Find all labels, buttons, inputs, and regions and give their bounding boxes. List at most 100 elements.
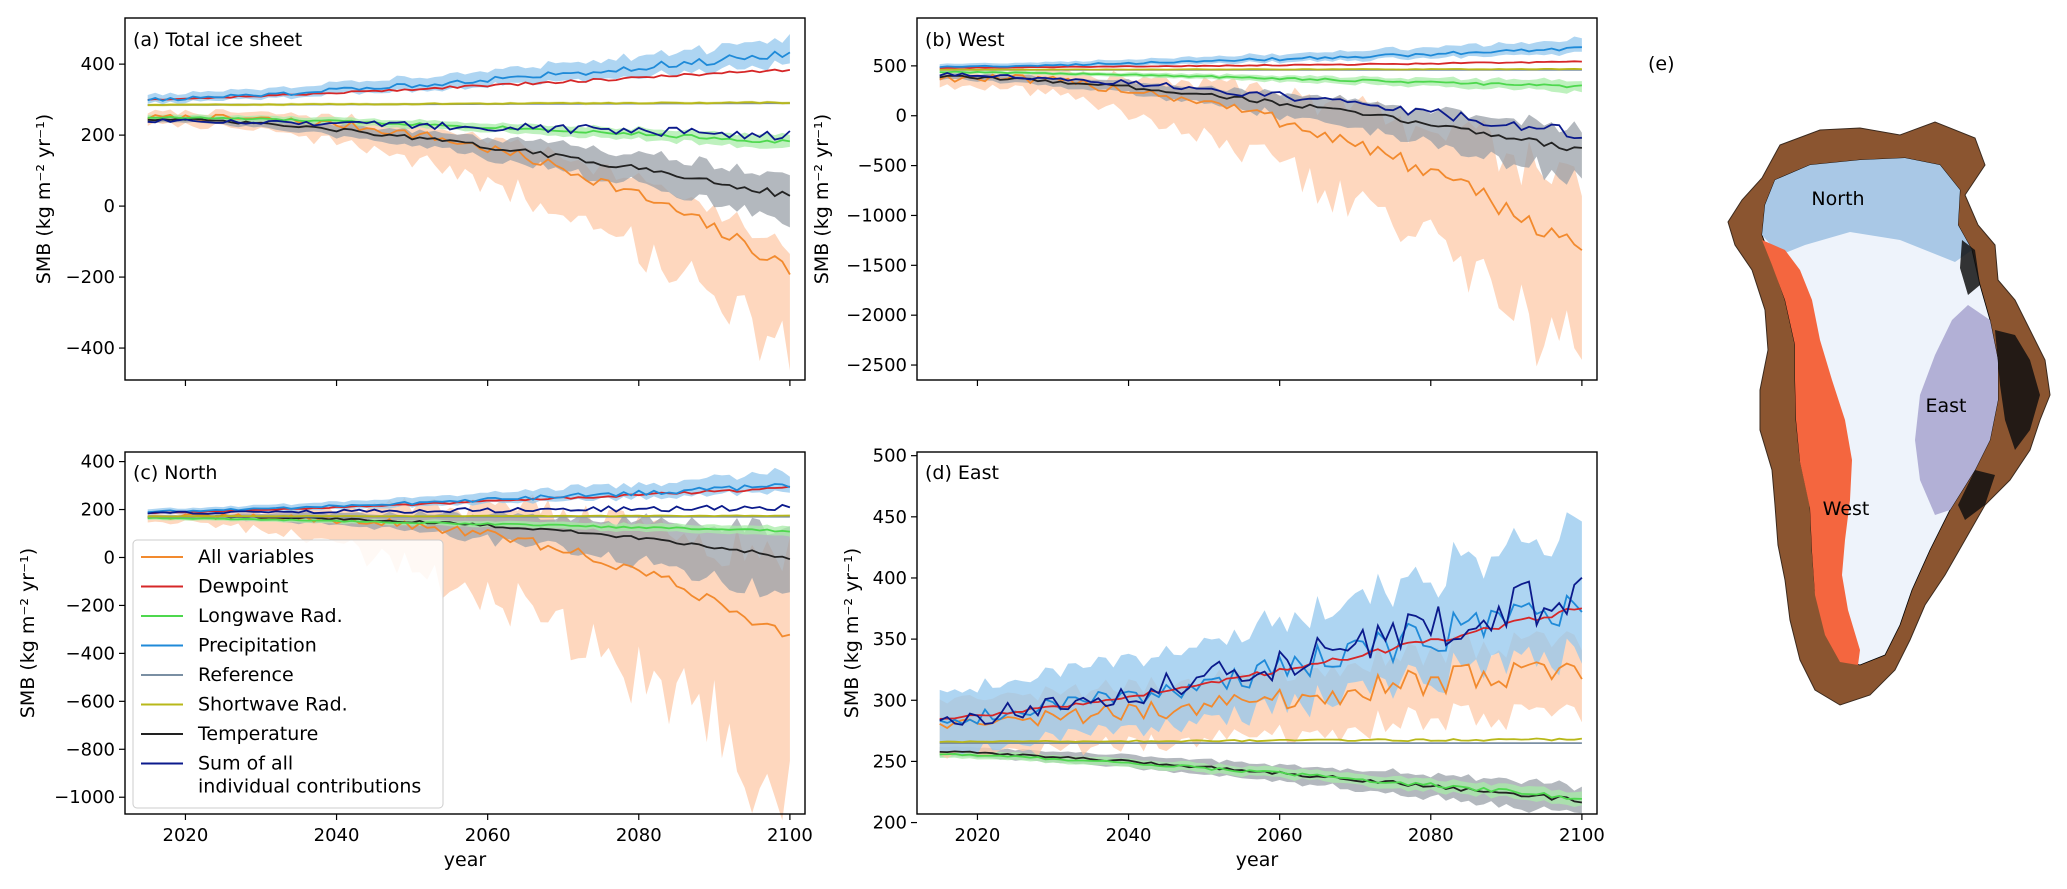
band-precipitation (939, 512, 1582, 755)
x-axis-label-left: year (444, 849, 487, 871)
x-tick-label: 2020 (163, 825, 209, 846)
map-label-west: West (1823, 498, 1870, 520)
legend-label: Sum of all (198, 753, 293, 775)
line-sum-of-all-individual-contributions (939, 71, 1582, 140)
y-tick-label: −2000 (846, 305, 907, 326)
band-temperature (147, 510, 790, 598)
panel-c-ylabel: SMB (kg m⁻² yr⁻¹) (17, 548, 39, 718)
y-tick-label: −800 (66, 739, 115, 760)
band-all-variables (939, 67, 1582, 367)
panel-a-frame (124, 17, 806, 381)
y-tick-label: −1000 (54, 787, 115, 808)
y-tick-label: 200 (81, 500, 115, 521)
y-tick-label: −400 (66, 338, 115, 359)
panel-d-ylabel: SMB (kg m⁻² yr⁻¹) (841, 548, 863, 718)
y-tick-label: −200 (66, 595, 115, 616)
panel-d-label: (d) East (925, 462, 999, 484)
x-tick-label: 2080 (616, 825, 662, 846)
line-longwave-rad- (147, 516, 790, 533)
band-precipitation (147, 467, 790, 515)
line-dewpoint (939, 60, 1582, 69)
panel-a-ylabel: SMB (kg m⁻² yr⁻¹) (33, 114, 55, 284)
line-sum-of-all-individual-contributions (939, 577, 1583, 726)
map-region-east (1915, 305, 1998, 515)
panel-b-west: 500 0 −500 −1000 −1500 −2000 −2500 (b) West SM… (811, 17, 1598, 386)
y-tick-label: −1500 (846, 255, 907, 276)
panel-c-frame (124, 451, 806, 815)
y-tick-label: 500 (873, 56, 907, 77)
map-region-north (1762, 158, 1972, 262)
band-longwave-rad- (939, 750, 1582, 807)
band-temperature (939, 72, 1582, 185)
x-axis-label-right: year (1236, 849, 1279, 871)
panel-c-north: 400 200 0 −200 −400 −600 −800 −1000 2020 2040 2060… (17, 451, 813, 846)
line-shortwave-rad- (147, 514, 790, 518)
map-region-west (1762, 240, 1860, 665)
y-tick-label: −500 (858, 156, 907, 177)
line-dewpoint (147, 485, 791, 515)
line-precipitation (939, 594, 1583, 725)
x-tick-label: 2040 (314, 825, 360, 846)
line-longwave-rad- (939, 752, 1582, 800)
x-tick-label: 2060 (1257, 825, 1303, 846)
map-east-fjords (1958, 240, 2040, 520)
line-sum-of-all-individual-contributions (147, 503, 791, 515)
legend-box (132, 539, 444, 809)
y-tick-label: 400 (873, 568, 907, 589)
band-precipitation (939, 36, 1582, 70)
y-tick-label: 300 (873, 690, 907, 711)
line-sum-of-all-individual-contributions (147, 118, 791, 141)
y-tick-label: 450 (873, 507, 907, 528)
panel-d-frame (916, 451, 1598, 815)
y-tick-label: −200 (66, 267, 115, 288)
legend-label: Longwave Rad. (198, 605, 343, 627)
y-tick-label: 0 (104, 196, 115, 217)
map-panel-label: (e) (1648, 53, 1675, 75)
map-label-east: East (1926, 395, 1967, 417)
line-shortwave-rad- (939, 737, 1583, 744)
panel-c-label: (c) North (133, 462, 217, 484)
line-all-variables (939, 661, 1583, 730)
y-tick-label: −400 (66, 643, 115, 664)
legend-label: Temperature (197, 723, 318, 745)
y-tick-label: 0 (104, 547, 115, 568)
panel-d-east: 500 450 400 350 300 250 200 2020 2040 2060 2080 210… (841, 446, 1605, 846)
y-tick-label: 0 (896, 106, 907, 127)
panel-b-ylabel: SMB (kg m⁻² yr⁻¹) (811, 114, 833, 284)
legend-label: Reference (198, 664, 294, 686)
legend-label: Precipitation (198, 635, 317, 657)
y-tick-label: 200 (81, 125, 115, 146)
y-tick-label: 400 (81, 54, 115, 75)
line-longwave-rad- (939, 70, 1582, 89)
legend: All variables Dewpoint Longwave Rad. Precip… (132, 539, 444, 809)
band-longwave-rad- (939, 70, 1582, 94)
legend-label-line2: individual contributions (198, 776, 421, 798)
y-tick-label: −600 (66, 691, 115, 712)
line-shortwave-rad- (147, 101, 790, 106)
panel-a-label: (a) Total ice sheet (133, 29, 302, 51)
x-tick-label: 2020 (955, 825, 1001, 846)
line-precipitation (147, 50, 791, 102)
line-precipitation (939, 46, 1582, 68)
panel-b-frame (916, 17, 1598, 381)
panel-a-total-ice-sheet: 400 200 0 −200 −400 (a) Total ice sheet SMB … (33, 17, 806, 386)
y-tick-label: 350 (873, 629, 907, 650)
band-all-variables (147, 109, 790, 371)
x-tick-label: 2100 (1559, 825, 1605, 846)
panel-b-label: (b) West (925, 29, 1005, 51)
map-label-north: North (1811, 188, 1864, 210)
legend-label: All variables (198, 546, 314, 568)
x-tick-label: 2080 (1408, 825, 1454, 846)
line-temperature (939, 75, 1582, 152)
line-shortwave-rad- (939, 67, 1582, 71)
legend-label: Dewpoint (198, 576, 288, 598)
line-precipitation (147, 483, 791, 514)
band-all-variables (147, 494, 790, 821)
x-tick-label: 2060 (465, 825, 511, 846)
band-precipitation (147, 34, 790, 105)
y-tick-label: 400 (81, 452, 115, 473)
y-tick-label: 250 (873, 751, 907, 772)
y-tick-label: −2500 (846, 355, 907, 376)
x-tick-label: 2100 (767, 825, 813, 846)
